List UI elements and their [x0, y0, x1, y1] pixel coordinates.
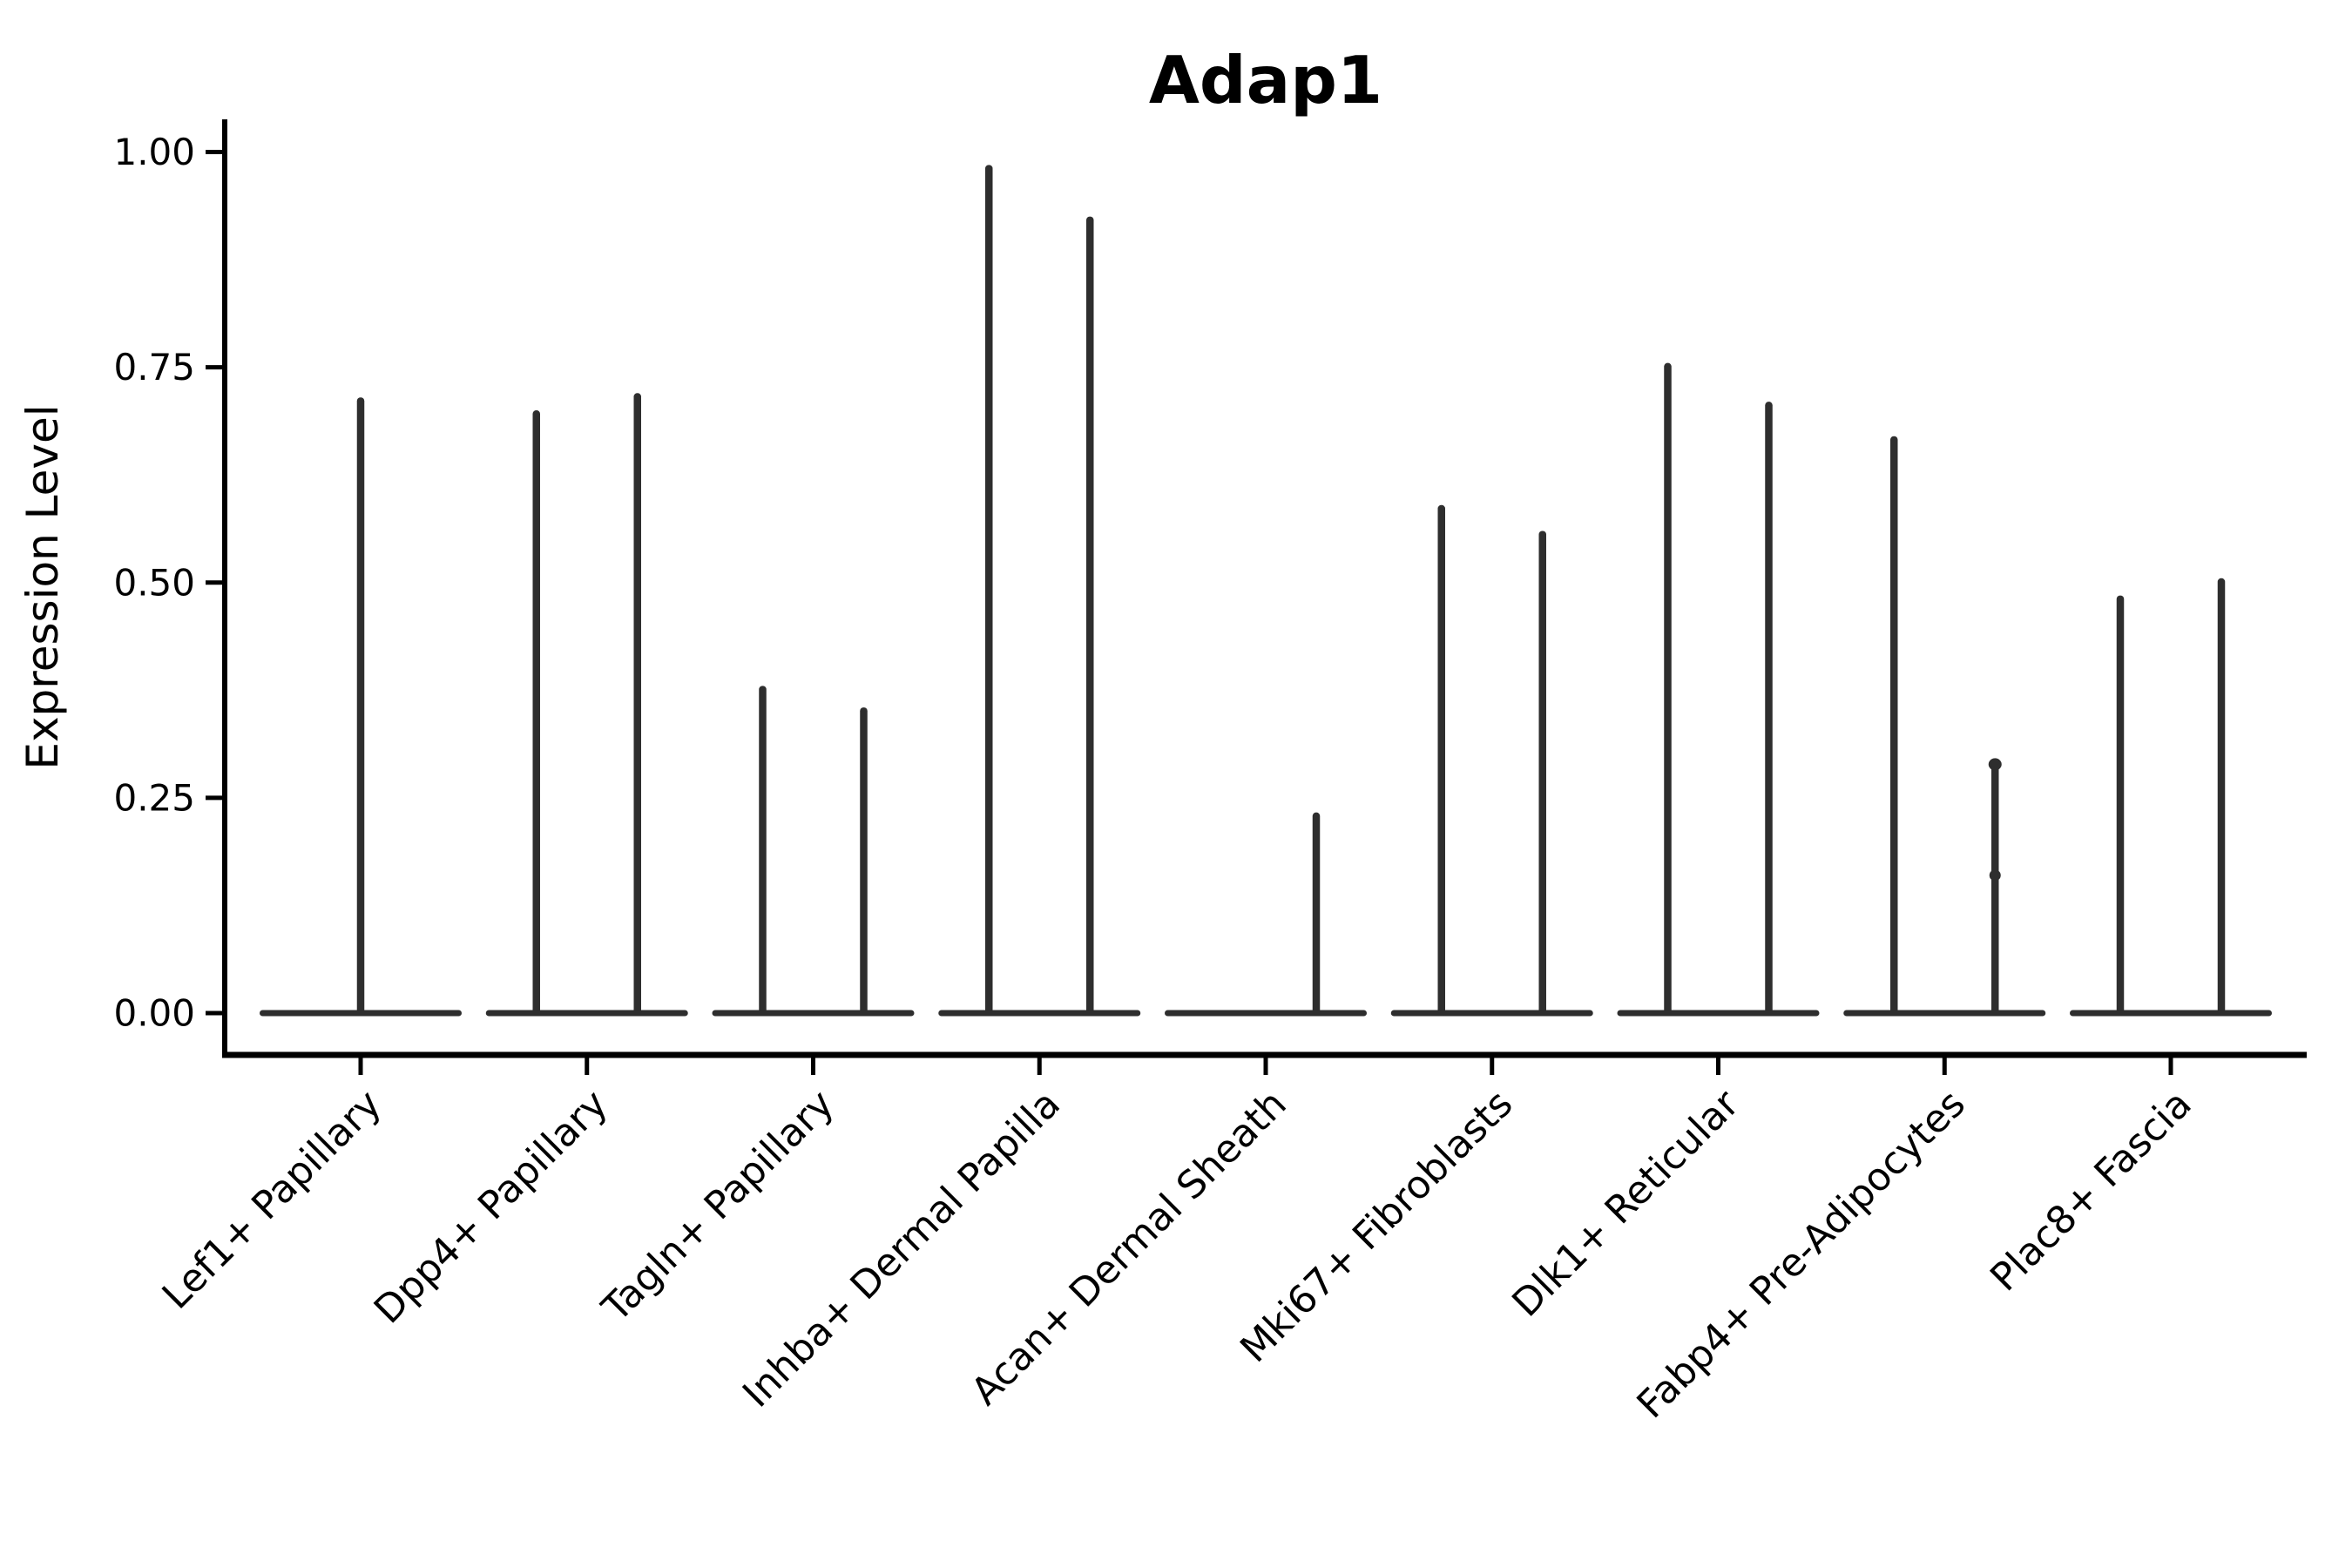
y-tick-label: 1.00: [113, 131, 195, 173]
violin-layer: [260, 165, 2272, 1017]
violin-spike: [2116, 595, 2125, 1017]
violin-base: [2070, 1010, 2272, 1017]
violin-spike-tip-knob: [1988, 758, 2002, 771]
violin-base: [1617, 1010, 1820, 1017]
violin-spike: [2217, 578, 2226, 1017]
y-tick-label: 0.75: [113, 346, 195, 389]
x-tick-label: Dpp4+ Papillary: [366, 1082, 617, 1333]
x-tick-label: Plac8+ Fascia: [1982, 1082, 2200, 1301]
violin-spike: [1765, 402, 1773, 1017]
violin-spike: [1664, 362, 1672, 1017]
violin-base: [938, 1010, 1141, 1017]
y-tick-label: 0.50: [113, 561, 195, 604]
violin-base: [1843, 1010, 2046, 1017]
violin-base: [485, 1010, 688, 1017]
violin-spike: [860, 707, 868, 1017]
x-tick-label: Dlk1+ Reticular: [1504, 1081, 1748, 1326]
plot-title: Adap1: [1149, 42, 1382, 118]
violin-spike: [1991, 759, 1999, 1017]
violin-spike: [1538, 531, 1546, 1017]
y-axis-label: Expression Level: [17, 404, 68, 769]
violin-spike: [356, 397, 365, 1017]
x-tick-label: Tagln+ Papillary: [593, 1082, 842, 1331]
violin-base: [1165, 1010, 1367, 1017]
tick-label-layer: 0.00 0.25 0.50 0.75 1.00 Lef1+ PapillaryDpp4+…: [113, 131, 2200, 1427]
axes-layer: [206, 119, 2307, 1075]
violin-spike: [985, 165, 993, 1017]
violin-spike: [532, 410, 540, 1017]
violin-spike: [1086, 216, 1094, 1017]
violin-base: [712, 1010, 915, 1017]
y-tick-label: 0.25: [113, 776, 195, 819]
x-tick-label: Lef1+ Papillary: [154, 1082, 390, 1318]
violin-spike: [1890, 436, 1898, 1017]
y-tick-label: 0.00: [113, 992, 195, 1035]
violin-spike: [633, 393, 641, 1017]
violin-density-bump: [1989, 869, 2001, 882]
violin-spike: [759, 686, 767, 1017]
violin-spike: [1312, 812, 1321, 1017]
violin-spike: [1437, 504, 1445, 1017]
violin-base: [1390, 1010, 1593, 1017]
